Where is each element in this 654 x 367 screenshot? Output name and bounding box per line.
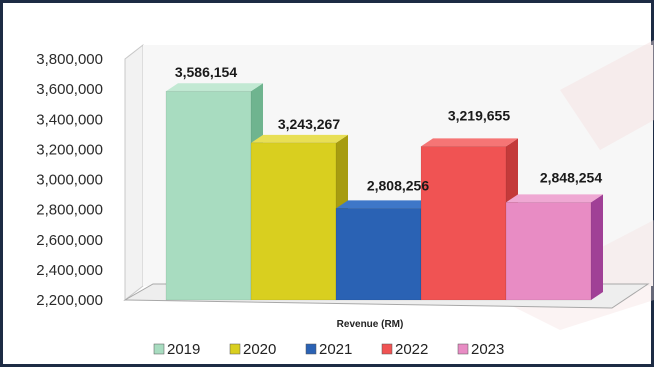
y-tick-label: 3,400,000: [36, 111, 103, 128]
bar-2020: [250, 134, 348, 301]
y-tick-label: 3,000,000: [36, 172, 103, 189]
x-axis-label: Revenue (RM): [337, 319, 404, 330]
y-tick-label: 2,600,000: [36, 232, 103, 249]
legend-swatch: [229, 343, 241, 355]
bar-top: [166, 83, 263, 92]
data-label-2021: 2,808,256: [367, 177, 429, 193]
bar-2023: [505, 194, 603, 301]
bar-top: [421, 138, 518, 147]
watermark-stripe: [560, 40, 654, 150]
data-label-2023: 2,848,254: [540, 169, 602, 185]
legend-swatch: [457, 343, 469, 355]
data-labels: 3,586,154 3,243,267 2,808,256 3,219,655 2,84…: [175, 64, 602, 193]
legend-swatch: [305, 343, 317, 355]
data-label-2019: 3,586,154: [175, 64, 237, 80]
y-tick-label: 2,400,000: [36, 262, 103, 279]
legend-label: 2023: [471, 341, 504, 358]
y-tick-label: 3,800,000: [36, 51, 103, 68]
legend-item-2020: 2020: [229, 341, 276, 358]
bar-top: [506, 194, 603, 203]
legend-swatch: [153, 343, 165, 355]
bar-front: [165, 90, 252, 301]
legend-item-2019: 2019: [153, 341, 200, 358]
legend-label: 2020: [243, 341, 276, 358]
y-tick-label: 2,200,000: [36, 292, 103, 309]
y-tick-label: 2,800,000: [36, 202, 103, 219]
bar-front: [505, 202, 592, 301]
legend-swatch: [381, 343, 393, 355]
legend-item-2021: 2021: [305, 341, 352, 358]
data-label-2020: 3,243,267: [278, 116, 340, 132]
legend-item-2023: 2023: [457, 341, 504, 358]
bar-2022: [420, 138, 518, 301]
legend-label: 2021: [319, 341, 352, 358]
bar-front: [335, 208, 422, 301]
y-axis-ticks: 2,200,000 2,400,000 2,600,000 2,800,000 3,00…: [36, 51, 103, 309]
y-tick-label: 3,600,000: [36, 81, 103, 98]
bar-front: [250, 142, 337, 301]
legend: 2019 2020 2021 2022 2023: [153, 341, 504, 358]
legend-label: 2022: [395, 341, 428, 358]
bar-2021: [335, 200, 433, 301]
legend-label: 2019: [167, 341, 200, 358]
y-tick-label: 3,200,000: [36, 141, 103, 158]
legend-item-2022: 2022: [381, 341, 428, 358]
bar-side: [591, 194, 603, 300]
bar-2019: [165, 83, 263, 301]
bar-front: [420, 146, 507, 301]
bars: [165, 83, 603, 301]
data-label-2022: 3,219,655: [448, 107, 510, 123]
bar-top: [336, 200, 433, 209]
bar-top: [251, 134, 348, 143]
side-wall: [124, 43, 144, 302]
